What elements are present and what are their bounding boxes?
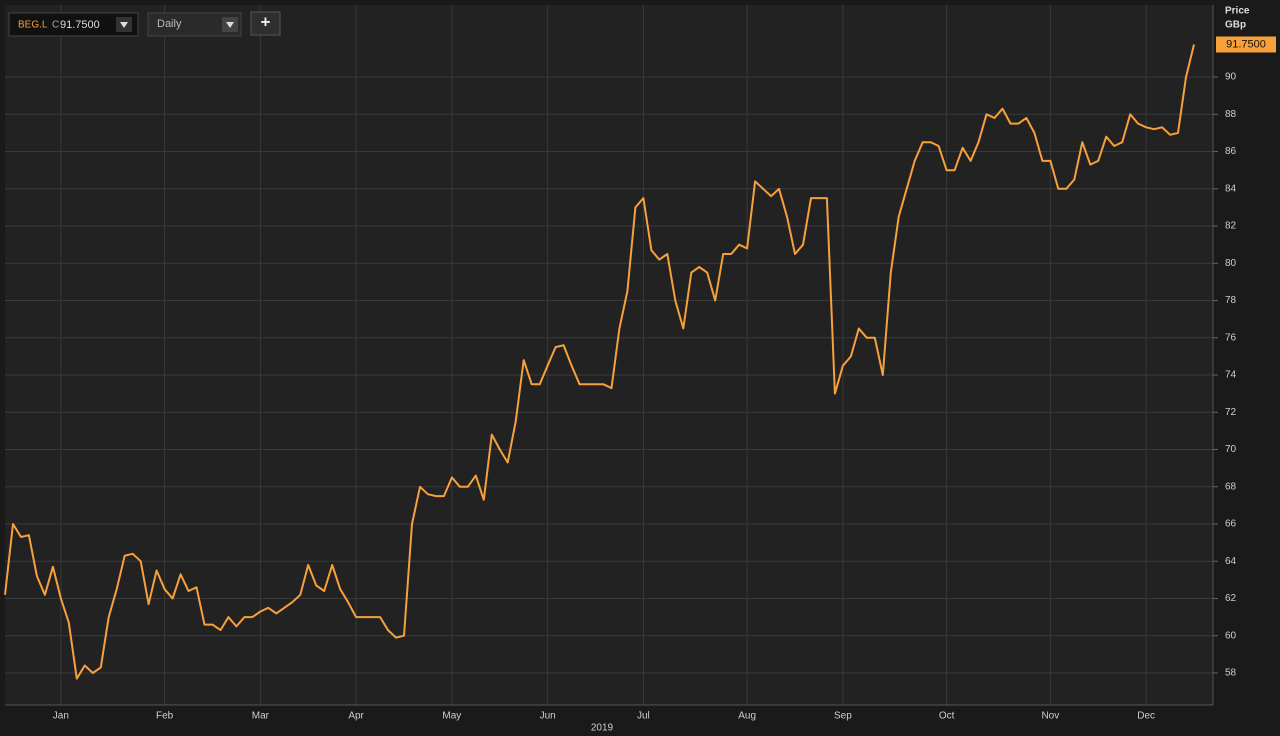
x-tick-label: Jun <box>540 711 556 722</box>
x-tick-label: Sep <box>834 711 852 722</box>
y-tick-label: 66 <box>1225 519 1237 530</box>
last-value-tag <box>1216 36 1276 53</box>
x-tick-label: Feb <box>156 711 174 722</box>
y-tick-label: 82 <box>1225 221 1237 232</box>
y-tick-label: 58 <box>1225 668 1237 679</box>
y-tick-label: 68 <box>1225 481 1237 492</box>
dropdown-arrow <box>120 22 128 28</box>
y-tick-label: 62 <box>1225 593 1237 604</box>
x-axis-year: 2019 <box>591 723 614 734</box>
y-tick-label: 70 <box>1225 444 1237 455</box>
x-tick-label: Mar <box>252 711 270 722</box>
y-axis-unit: GBp <box>1225 20 1246 31</box>
x-tick-label: Aug <box>738 711 756 722</box>
y-tick-label: 64 <box>1225 556 1237 567</box>
add-button[interactable]: + <box>250 11 281 36</box>
add-box[interactable] <box>250 11 281 36</box>
x-tick-label: Jan <box>53 711 69 722</box>
y-tick-label: 76 <box>1225 332 1237 343</box>
interval: Daily <box>157 18 182 30</box>
y-tick-label: 74 <box>1225 370 1237 381</box>
x-tick-label: Jul <box>637 711 650 722</box>
y-tick-label: 80 <box>1225 258 1237 269</box>
x-tick-label: Dec <box>1137 711 1155 722</box>
y-tick-label: 78 <box>1225 295 1237 306</box>
last-value-label: 91.7500 <box>1226 38 1266 50</box>
plot <box>4 44 1195 680</box>
y-tick-label: 72 <box>1225 407 1237 418</box>
y-tick-label: 84 <box>1225 183 1237 194</box>
close-value: 91.7500 <box>60 19 100 31</box>
add-icon: + <box>261 12 271 31</box>
x-tick-label: Oct <box>939 711 955 722</box>
plot-area <box>5 5 1213 705</box>
y-tick-label: 90 <box>1225 72 1237 83</box>
price-line <box>4 44 1195 680</box>
symbol: BEG.L <box>18 20 48 31</box>
symbol-box[interactable] <box>8 12 139 37</box>
interval-selector[interactable]: Daily <box>147 12 242 37</box>
y-tick-label: 60 <box>1225 630 1237 641</box>
x-tick-label: May <box>442 711 461 722</box>
dropdown-arrow <box>226 22 234 28</box>
grid <box>5 5 1213 705</box>
x-tick-label: Nov <box>1041 711 1059 722</box>
symbol-selector[interactable]: BEG.L C 91.7500 <box>8 12 139 37</box>
y-tick-label: 86 <box>1225 146 1237 157</box>
interval-box[interactable] <box>147 12 242 37</box>
y-tick-label: 88 <box>1225 109 1237 120</box>
y-axis-title: Price <box>1225 6 1250 17</box>
close-prefix: C <box>52 20 59 31</box>
x-tick-label: Apr <box>348 711 364 722</box>
